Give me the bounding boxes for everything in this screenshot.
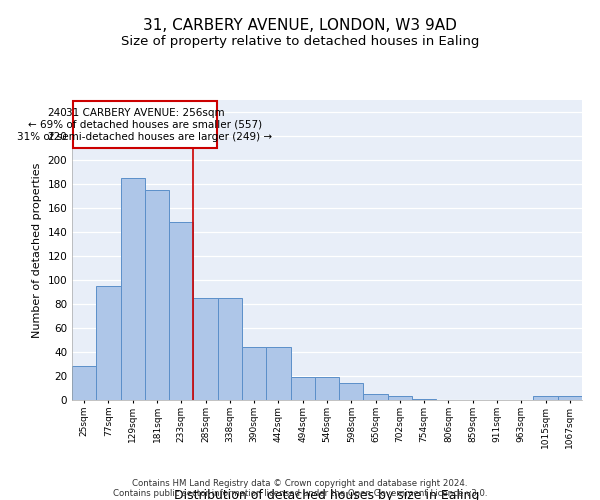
Text: Contains public sector information licensed under the Open Government Licence v3: Contains public sector information licen… (113, 488, 487, 498)
Text: ← 69% of detached houses are smaller (557): ← 69% of detached houses are smaller (55… (28, 120, 262, 130)
Text: Size of property relative to detached houses in Ealing: Size of property relative to detached ho… (121, 35, 479, 48)
Bar (412, 399, 436, 400)
Bar (121, 178, 145, 400)
Bar (364, 394, 388, 400)
Bar (73, 101, 217, 148)
Bar (193, 298, 218, 400)
Bar (388, 396, 412, 400)
X-axis label: Distribution of detached houses by size in Ealing: Distribution of detached houses by size … (175, 490, 479, 500)
Text: 31, CARBERY AVENUE, LONDON, W3 9AD: 31, CARBERY AVENUE, LONDON, W3 9AD (143, 18, 457, 32)
Y-axis label: Number of detached properties: Number of detached properties (32, 162, 42, 338)
Bar (72, 366, 96, 400)
Bar (558, 396, 582, 400)
Bar (315, 377, 339, 400)
Bar (533, 396, 558, 400)
Bar (96, 286, 121, 400)
Bar (290, 377, 315, 400)
Text: 31 CARBERY AVENUE: 256sqm: 31 CARBERY AVENUE: 256sqm (65, 108, 224, 118)
Bar (339, 383, 364, 400)
Bar (218, 298, 242, 400)
Bar (169, 222, 193, 400)
Text: 31% of semi-detached houses are larger (249) →: 31% of semi-detached houses are larger (… (17, 132, 272, 141)
Bar (145, 190, 169, 400)
Text: Contains HM Land Registry data © Crown copyright and database right 2024.: Contains HM Land Registry data © Crown c… (132, 478, 468, 488)
Bar (266, 347, 290, 400)
Bar (242, 347, 266, 400)
